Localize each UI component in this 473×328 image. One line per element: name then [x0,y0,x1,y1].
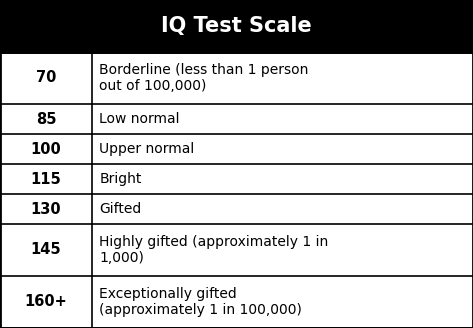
Text: 115: 115 [31,172,61,187]
Text: 70: 70 [36,71,56,86]
Text: Low normal: Low normal [99,112,180,126]
Text: 130: 130 [31,201,61,216]
Bar [0,134,473,164]
Bar [0,224,473,276]
Bar [0,276,473,328]
Text: 100: 100 [31,141,61,156]
Text: Upper normal: Upper normal [99,142,194,156]
Bar [0,104,473,134]
Bar [0,164,473,194]
Text: Borderline (less than 1 person
out of 100,000): Borderline (less than 1 person out of 10… [99,63,308,93]
Bar [0,194,473,224]
Text: Bright: Bright [99,172,141,186]
Text: 160+: 160+ [25,295,68,310]
Text: Highly gifted (approximately 1 in
1,000): Highly gifted (approximately 1 in 1,000) [99,235,328,265]
Bar [0,0,473,52]
Text: IQ Test Scale: IQ Test Scale [161,16,312,36]
Text: Exceptionally gifted
(approximately 1 in 100,000): Exceptionally gifted (approximately 1 in… [99,287,302,318]
Text: 145: 145 [31,242,61,257]
Text: Gifted: Gifted [99,202,141,216]
Text: 85: 85 [36,112,56,127]
Bar [0,52,473,104]
